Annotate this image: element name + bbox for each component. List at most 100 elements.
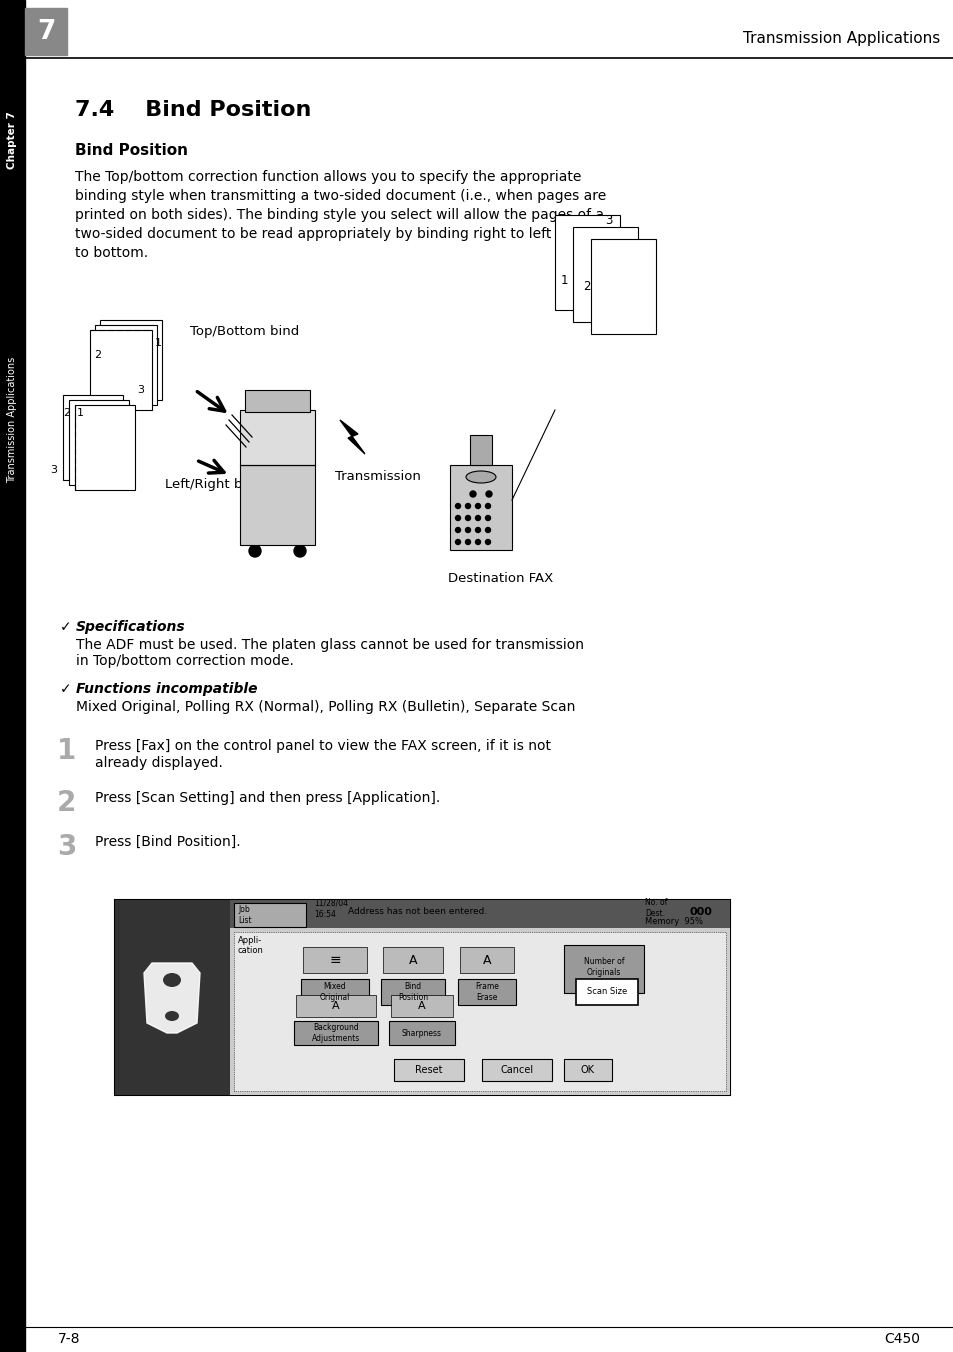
Polygon shape bbox=[339, 420, 365, 454]
Bar bbox=[303, 946, 367, 973]
Text: OK: OK bbox=[580, 1065, 595, 1075]
Bar bbox=[233, 903, 306, 927]
Circle shape bbox=[470, 491, 476, 498]
Text: ✓: ✓ bbox=[60, 681, 71, 696]
Text: 1: 1 bbox=[154, 338, 162, 347]
Text: 7.4    Bind Position: 7.4 Bind Position bbox=[75, 100, 311, 120]
Text: to bottom.: to bottom. bbox=[75, 246, 148, 260]
Circle shape bbox=[465, 539, 470, 545]
Text: 2: 2 bbox=[63, 408, 71, 418]
Circle shape bbox=[465, 527, 470, 533]
Text: 1: 1 bbox=[77, 408, 84, 418]
Text: Transmission Applications: Transmission Applications bbox=[7, 357, 17, 483]
Bar bbox=[459, 946, 514, 973]
Text: binding style when transmitting a two-sided document (i.e., when pages are: binding style when transmitting a two-si… bbox=[75, 189, 605, 203]
Bar bbox=[391, 995, 453, 1017]
Circle shape bbox=[465, 503, 470, 508]
Text: The Top/bottom correction function allows you to specify the appropriate: The Top/bottom correction function allow… bbox=[75, 170, 580, 184]
Text: Job
List: Job List bbox=[237, 904, 252, 925]
Bar bbox=[63, 395, 123, 480]
Circle shape bbox=[455, 539, 460, 545]
Circle shape bbox=[485, 527, 490, 533]
Text: Mixed Original, Polling RX (Normal), Polling RX (Bulletin), Separate Scan: Mixed Original, Polling RX (Normal), Pol… bbox=[76, 700, 575, 714]
Text: two-sided document to be read appropriately by binding right to left or top: two-sided document to be read appropriat… bbox=[75, 227, 597, 241]
Text: 3: 3 bbox=[50, 465, 57, 475]
Text: 000: 000 bbox=[689, 907, 712, 917]
Circle shape bbox=[475, 539, 480, 545]
Text: A: A bbox=[332, 1000, 339, 1011]
Bar bbox=[245, 389, 310, 412]
Bar bbox=[100, 320, 162, 400]
Text: ✓: ✓ bbox=[60, 621, 71, 634]
Bar bbox=[389, 1021, 455, 1045]
Text: Top/Bottom bind: Top/Bottom bind bbox=[190, 324, 299, 338]
Bar bbox=[95, 324, 157, 406]
Bar bbox=[230, 927, 729, 1095]
Bar bbox=[233, 932, 725, 1091]
Bar bbox=[382, 946, 442, 973]
Bar bbox=[25, 8, 67, 55]
Text: 3: 3 bbox=[604, 214, 612, 227]
Text: 2: 2 bbox=[57, 790, 76, 817]
Bar bbox=[576, 979, 638, 1005]
Circle shape bbox=[249, 545, 261, 557]
Text: A: A bbox=[408, 953, 416, 967]
Bar bbox=[450, 465, 512, 550]
Text: Transmission Applications: Transmission Applications bbox=[742, 31, 939, 46]
Bar bbox=[590, 239, 656, 334]
Ellipse shape bbox=[165, 1011, 179, 1021]
Bar bbox=[115, 900, 729, 1095]
Text: Functions incompatible: Functions incompatible bbox=[76, 681, 257, 696]
Text: C450: C450 bbox=[883, 1332, 919, 1347]
Bar bbox=[69, 400, 129, 485]
Text: Memory  95%: Memory 95% bbox=[644, 918, 702, 926]
Text: Mixed
Original: Mixed Original bbox=[319, 983, 350, 1002]
Text: Background
Adjustments: Background Adjustments bbox=[312, 1023, 359, 1042]
Text: Number of
Originals: Number of Originals bbox=[583, 957, 623, 977]
Bar bbox=[301, 979, 369, 1005]
Text: Specifications: Specifications bbox=[76, 621, 186, 634]
Text: printed on both sides). The binding style you select will allow the pages of a: printed on both sides). The binding styl… bbox=[75, 208, 603, 222]
Bar bbox=[75, 406, 135, 489]
Text: Bind
Position: Bind Position bbox=[397, 983, 428, 1002]
Text: ≡: ≡ bbox=[329, 953, 340, 967]
Text: 11/28/04
16:54: 11/28/04 16:54 bbox=[314, 899, 348, 919]
Circle shape bbox=[455, 515, 460, 521]
Text: 1: 1 bbox=[560, 273, 568, 287]
Text: Bind Position: Bind Position bbox=[75, 143, 188, 158]
Bar bbox=[394, 1059, 463, 1082]
Text: Frame
Erase: Frame Erase bbox=[475, 983, 498, 1002]
Bar bbox=[230, 900, 729, 927]
Text: Appli-
cation: Appli- cation bbox=[237, 936, 264, 956]
Text: A: A bbox=[482, 953, 491, 967]
Text: 2: 2 bbox=[582, 280, 590, 292]
Text: already displayed.: already displayed. bbox=[95, 756, 223, 771]
Text: 3: 3 bbox=[137, 385, 144, 395]
Text: No. of
Dest.: No. of Dest. bbox=[644, 898, 667, 918]
Text: Press [Bind Position].: Press [Bind Position]. bbox=[95, 836, 240, 849]
Bar bbox=[563, 1059, 612, 1082]
Circle shape bbox=[485, 491, 492, 498]
Circle shape bbox=[455, 527, 460, 533]
Text: in Top/bottom correction mode.: in Top/bottom correction mode. bbox=[76, 654, 294, 668]
Text: A: A bbox=[417, 1000, 425, 1011]
Text: Scan Size: Scan Size bbox=[586, 987, 626, 996]
Bar bbox=[295, 995, 375, 1017]
Text: 7-8: 7-8 bbox=[58, 1332, 80, 1347]
Text: Address has not been entered.: Address has not been entered. bbox=[348, 907, 487, 917]
Bar bbox=[0, 0, 25, 1352]
Bar bbox=[294, 1021, 377, 1045]
Circle shape bbox=[485, 515, 490, 521]
Circle shape bbox=[475, 527, 480, 533]
Circle shape bbox=[485, 503, 490, 508]
Ellipse shape bbox=[465, 470, 496, 483]
Bar bbox=[555, 215, 619, 310]
Text: 2: 2 bbox=[94, 350, 101, 360]
Bar bbox=[240, 410, 314, 465]
Bar bbox=[573, 227, 638, 322]
Ellipse shape bbox=[163, 973, 181, 987]
Circle shape bbox=[485, 539, 490, 545]
Text: Destination FAX: Destination FAX bbox=[448, 572, 553, 585]
Circle shape bbox=[455, 503, 460, 508]
Bar bbox=[481, 1059, 552, 1082]
